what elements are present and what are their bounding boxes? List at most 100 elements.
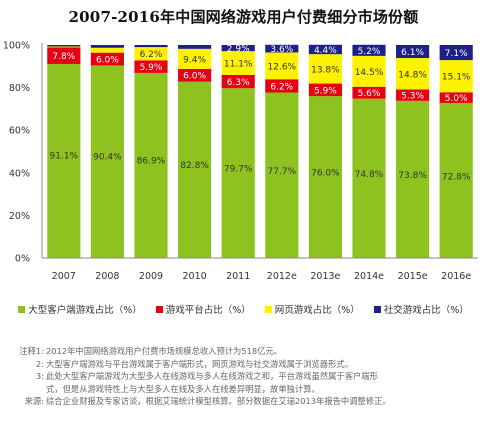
data-label: 6.1% <box>401 48 424 58</box>
data-label: 79.7% <box>224 165 253 175</box>
bar-segment <box>439 45 473 61</box>
data-label: 15.1% <box>442 73 471 83</box>
bar-segment <box>265 92 299 259</box>
bar-segment <box>178 68 212 82</box>
bar-segment <box>352 98 386 258</box>
bar-segment <box>396 100 430 258</box>
legend-swatch <box>373 305 381 313</box>
bar-segment <box>352 86 386 99</box>
y-tick-label: 100% <box>3 41 30 52</box>
bar-segment <box>265 79 299 93</box>
bar-segment <box>47 47 81 64</box>
note-text: 此处大型客户端游戏为大型多人在线游戏与多人在线游戏之和，平台游戏虽然属于客户端形 <box>46 371 378 382</box>
bar-segment <box>396 89 430 101</box>
footnotes: 注释1: 2012年中国网络游戏用户付费市场规模总收入预计为518亿元。 2: 大型客… <box>6 345 484 408</box>
legend-swatch <box>155 305 163 313</box>
data-label: 14.5% <box>355 68 384 78</box>
data-label: 91.1% <box>50 152 79 162</box>
data-label: 90.4% <box>93 152 122 162</box>
x-tick-label: 2015e <box>398 271 428 282</box>
bar-segment <box>308 44 342 55</box>
note-line: 2: 大型客户端游戏与平台游戏属于客户端形式，网页游戏与社交游戏属于浏览器形式。 <box>6 358 484 371</box>
data-label: 14.8% <box>398 70 427 80</box>
note-text: 式，但是从游戏特性上与大型多人在线及多人在线差异明显，故单独计算。 <box>46 383 320 394</box>
bar-segment <box>352 55 386 87</box>
legend-label: 网页游戏占比（%） <box>274 305 360 316</box>
bar-segment <box>439 92 473 103</box>
bar-segment <box>221 88 255 258</box>
bar-segment <box>308 96 342 258</box>
data-label: 6.2% <box>140 50 163 60</box>
data-label: 6.2% <box>270 82 293 92</box>
data-label: 5.9% <box>140 63 163 73</box>
data-label: 5.6% <box>358 89 381 99</box>
data-label: 5.2% <box>358 47 381 57</box>
bar-segment <box>47 45 81 47</box>
legend-item: 游戏平台占比（%） <box>155 302 251 316</box>
note-text: 大型客户端游戏与平台游戏属于客户端形式，网页游戏与社交游戏属于浏览器形式。 <box>46 358 353 369</box>
legend-item: 网页游戏占比（%） <box>264 302 360 316</box>
data-label: 12.6% <box>268 62 297 72</box>
x-tick-label: 2013e <box>310 271 340 282</box>
stacked-bar-chart: 0% 20% 40% 60% 80% 100% 91.1% 7.8% 2007 90.4% 6.0%… <box>3 41 478 282</box>
y-tick-label: 60% <box>9 126 30 137</box>
note-label: 注释1: <box>19 346 44 356</box>
data-label: 6.0% <box>183 72 206 82</box>
data-label: 82.8% <box>180 161 209 171</box>
data-label: 11.1% <box>224 59 253 69</box>
x-tick-label: 2010 <box>183 271 207 282</box>
data-label: 13.8% <box>311 65 340 75</box>
data-label: 74.8% <box>355 170 384 180</box>
bar-segment <box>221 74 255 89</box>
bar-segment <box>396 57 430 90</box>
note-label: 3: <box>35 371 44 382</box>
legend-label: 大型客户端游戏占比（%） <box>28 305 142 316</box>
bar-segment <box>134 45 168 48</box>
y-tick-label: 80% <box>9 83 30 94</box>
bar-segment <box>90 65 124 258</box>
bar-segment <box>134 72 168 258</box>
legend-item: 社交游戏占比（%） <box>373 302 469 316</box>
data-label: 86.9% <box>137 156 166 166</box>
bar-segment <box>47 63 81 258</box>
bar-segment <box>178 45 212 49</box>
note-text: 2012年中国网络游戏用户付费市场规模总收入预计为518亿元。 <box>46 346 283 356</box>
data-label: 4.4% <box>314 46 337 56</box>
bar-segment <box>90 45 124 48</box>
legend: 大型客户端游戏占比（%） 游戏平台占比（%） 网页游戏占比（%） 社交游戏占比（%） <box>0 302 487 316</box>
note-line: 3: 此处大型客户端游戏为大型多人在线游戏与多人在线游戏之和，平台游戏虽然属于客户… <box>6 370 484 383</box>
note-label: 来源: <box>24 396 44 407</box>
bar-segment <box>265 44 299 53</box>
data-label: 73.8% <box>398 171 427 181</box>
bar-segment <box>134 47 168 61</box>
bar-segment <box>396 45 430 58</box>
y-tick-label: 0% <box>15 254 30 265</box>
bar-segment <box>439 102 473 258</box>
bar-segment <box>439 60 473 93</box>
legend-item: 大型客户端游戏占比（%） <box>18 302 142 316</box>
data-label: 3.6% <box>270 45 293 55</box>
data-label: 6.3% <box>227 78 250 88</box>
legend-swatch <box>18 305 26 313</box>
data-label: 5.3% <box>401 92 424 102</box>
bar-segment <box>265 52 299 80</box>
x-tick-label: 2011 <box>226 271 250 282</box>
chart-title: 2007-2016年中国网络游戏用户付费细分市场份额 <box>68 8 419 26</box>
bar-segment <box>134 60 168 73</box>
bar-segment <box>178 81 212 258</box>
data-label: 5.0% <box>445 94 468 104</box>
data-label: 77.7% <box>268 167 297 177</box>
legend-label: 游戏平台占比（%） <box>165 305 251 316</box>
note-line: 来源: 综合企业财报及专家访谈，根据艾瑞统计模型核算。部分数据在艾瑞2013年报告… <box>6 395 484 408</box>
note-text: 综合企业财报及专家访谈，根据艾瑞统计模型核算。部分数据在艾瑞2013年报告中调整… <box>46 396 391 407</box>
x-tick-label: 2008 <box>95 271 119 282</box>
data-label: 5.9% <box>314 86 337 96</box>
bar-segment <box>90 52 124 66</box>
x-tick-label: 2009 <box>139 271 163 282</box>
data-label: 9.4% <box>183 55 206 65</box>
x-tick-label: 2007 <box>52 271 76 282</box>
data-label: 72.8% <box>442 172 471 182</box>
bar-segment <box>47 46 81 48</box>
note-label: 2: <box>35 358 44 369</box>
data-label: 7.8% <box>52 52 75 62</box>
